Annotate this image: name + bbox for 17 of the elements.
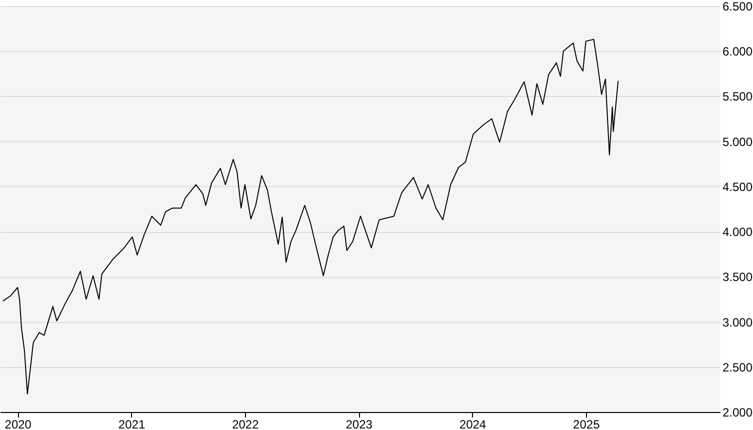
y-tick-label: 5.000 [722, 134, 753, 149]
y-tick-label: 2.000 [722, 406, 753, 420]
y-tick-label: 4.500 [722, 180, 753, 194]
y-tick-label: 5.500 [722, 90, 753, 104]
x-tick-label: 2022 [232, 418, 260, 430]
line-series [2, 38, 619, 394]
y-tick-label: 3.000 [722, 315, 753, 330]
y-tick-label: 4.000 [722, 225, 753, 240]
y-tick-label: 6.000 [722, 44, 753, 59]
x-tick-label: 2020 [4, 418, 32, 430]
x-tick-label: 2021 [118, 418, 146, 430]
x-tick-label: 2025 [573, 418, 600, 430]
x-tick-label: 2024 [459, 418, 486, 430]
x-tick-label: 2023 [346, 418, 373, 430]
y-tick-label: 2.500 [722, 360, 753, 374]
y-tick-label: 6.500 [722, 0, 753, 14]
y-tick-label: 3.500 [722, 270, 753, 284]
